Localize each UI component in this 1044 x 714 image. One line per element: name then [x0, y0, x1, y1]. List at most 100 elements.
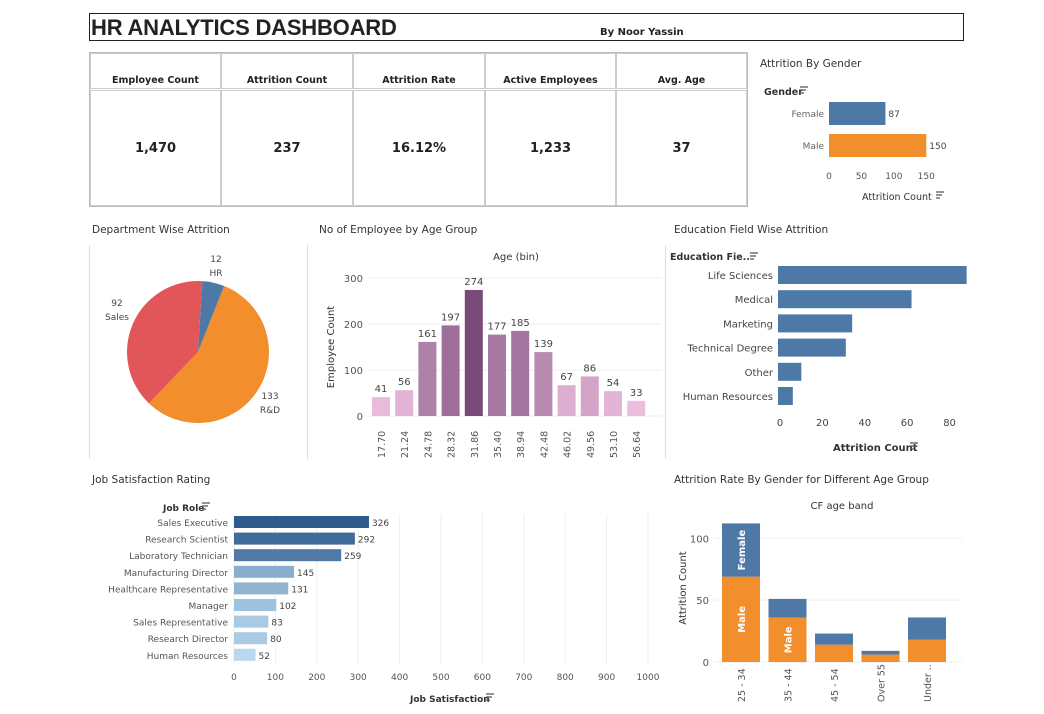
tick-label: 0 [777, 418, 783, 429]
bar [441, 325, 460, 416]
data-label: 185 [511, 318, 530, 329]
y-axis-title: Education Fie.. [670, 252, 750, 263]
bar-segment [908, 617, 946, 640]
tick-label: 150 [918, 172, 935, 182]
slice-value: 133 [261, 392, 278, 402]
category-label: Manufacturing Director [124, 569, 228, 579]
bar-segment [722, 523, 760, 577]
tick-label: 100 [885, 172, 902, 182]
divider [89, 245, 90, 459]
bar-segment [815, 633, 853, 645]
category-label: Other [745, 368, 774, 379]
data-label: 52 [259, 652, 270, 662]
tick-label: 31.86 [470, 431, 481, 458]
kpi-label: Avg. Age [616, 53, 747, 89]
tick-label: 28.32 [447, 431, 458, 458]
kpi-label: Employee Count [90, 53, 221, 89]
section-title-age: No of Employee by Age Group [319, 224, 478, 236]
segment-label: Male [784, 626, 795, 653]
tick-label: 42.48 [539, 431, 550, 458]
data-label: 87 [888, 110, 899, 120]
category-label: Human Resources [147, 652, 229, 662]
bar [234, 632, 268, 645]
tick-label: 900 [598, 673, 615, 683]
tick-label: 100 [267, 673, 284, 683]
tick-label: 46.02 [563, 431, 574, 458]
tick-label: 800 [557, 673, 574, 683]
tick-label: 50 [696, 596, 709, 607]
y-axis-title: Gender [764, 87, 803, 98]
tick-label: 50 [856, 172, 868, 182]
tick-label: 500 [432, 673, 449, 683]
tick-label: 400 [391, 673, 408, 683]
age-group-chart: Age (bin) 0 100 200 300 Employee Count 41 17.70… [326, 252, 662, 458]
bar [234, 516, 369, 528]
bar [778, 338, 846, 357]
bar [557, 385, 576, 416]
bar [395, 390, 414, 416]
category-label: Sales Representative [133, 619, 228, 629]
tick-label: 56.64 [632, 431, 643, 458]
category-label: Sales Executive [157, 519, 228, 529]
tick-label: 17.70 [377, 431, 388, 458]
slice-value: 92 [111, 299, 122, 309]
category-label: Marketing [723, 319, 773, 330]
bar [234, 599, 277, 611]
section-title-band: Attrition Rate By Gender for Different A… [674, 474, 929, 486]
data-label: 259 [344, 552, 361, 562]
bar-segment [768, 617, 807, 662]
pie-slice [198, 281, 225, 352]
tick-label: 24.78 [423, 431, 434, 458]
bar [234, 582, 289, 595]
x-axis-title: Attrition Count [862, 192, 932, 203]
section-title-gender: Attrition By Gender [760, 58, 862, 70]
tick-label: 38.94 [516, 431, 527, 458]
bar [234, 532, 355, 545]
tick-label: Under .. [923, 664, 934, 702]
category-label: Healthcare Representative [108, 585, 228, 595]
kpi-label: Attrition Count [221, 53, 353, 89]
tick-label: 100 [690, 534, 709, 545]
bar [829, 134, 927, 157]
category-label: Male [803, 142, 825, 152]
tick-label: 25 - 34 [737, 668, 748, 702]
tick-label: 0 [703, 658, 709, 669]
y-axis-title: Job Role [162, 504, 204, 514]
slice-label: HR [209, 269, 222, 279]
slice-value: 12 [210, 255, 221, 265]
bar [778, 387, 793, 405]
category-label: Medical [735, 295, 773, 306]
data-label: 54 [607, 378, 620, 389]
tick-label: 49.56 [586, 431, 597, 458]
data-label: 56 [398, 377, 411, 388]
slice-label: R&D [260, 406, 280, 416]
sort-icon [910, 442, 918, 450]
tick-label: 200 [308, 673, 325, 683]
bar [778, 362, 802, 381]
tick-label: 80 [943, 418, 956, 429]
tick-label: 35.40 [493, 431, 504, 458]
dashboard-header: HR ANALYTICS DASHBOARD By Noor Yassin [89, 13, 964, 41]
sort-icon [486, 693, 494, 701]
chart-title: Age (bin) [493, 252, 539, 263]
data-label: 86 [583, 363, 596, 374]
kpi-value: 237 [221, 90, 353, 206]
segment-label: Male [737, 606, 748, 633]
divider [307, 245, 308, 459]
tick-label: 0 [231, 673, 237, 683]
kpi-label: Attrition Rate [353, 53, 485, 89]
tick-label: 40 [858, 418, 871, 429]
data-label: 80 [270, 635, 282, 645]
sort-icon [800, 86, 808, 94]
category-label: Manager [189, 602, 229, 612]
page-title: HR ANALYTICS DASHBOARD [91, 15, 397, 40]
bar-segment [861, 650, 900, 655]
data-label: 161 [418, 329, 437, 340]
kpi-value: 37 [616, 90, 747, 206]
segment-label: Female [737, 530, 748, 571]
education-attrition-chart: Education Fie.. Life Sciences Medical Marke… [670, 252, 967, 454]
slice-label: Sales [105, 313, 129, 323]
bar [464, 289, 483, 416]
tick-label: 35 - 44 [784, 668, 795, 702]
bar [580, 376, 599, 416]
